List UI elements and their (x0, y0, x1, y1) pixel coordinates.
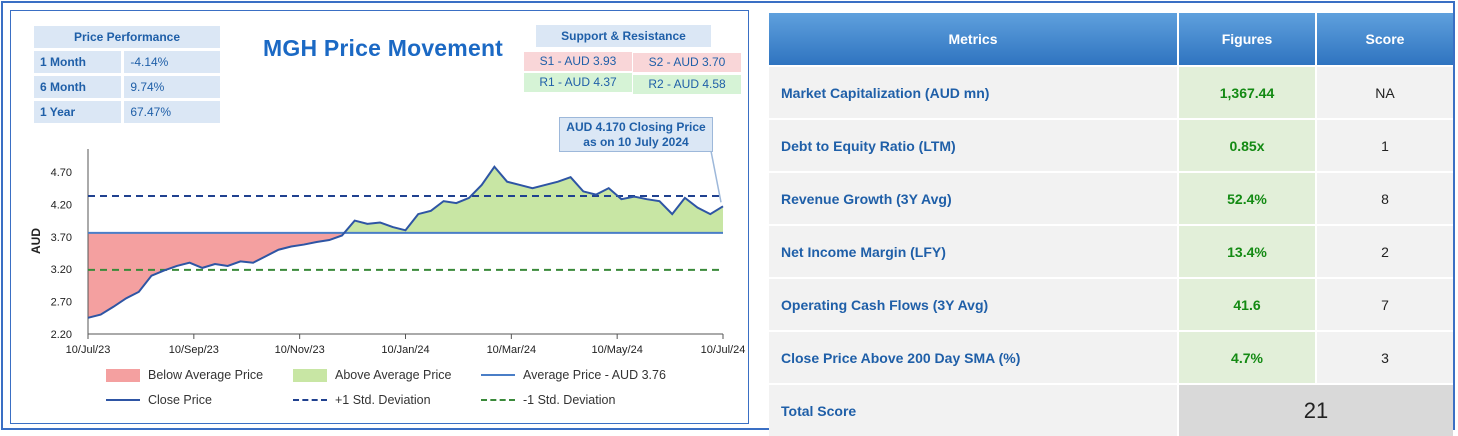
x-tick-label: 10/Jan/24 (381, 344, 429, 356)
perf-label: 1 Month (34, 51, 122, 73)
metric-name: Operating Cash Flows (3Y Avg) (769, 277, 1178, 331)
price-chart: 2.20 2.70 3.20 3.70 4.20 4.70 10/Jul/23 10/Sep/… (29, 149, 746, 356)
legend-label: +1 Std. Deviation (335, 393, 431, 407)
y-tick-label: 3.70 (51, 232, 72, 244)
metric-score: 2 (1315, 224, 1453, 278)
table-row: Debt to Equity Ratio (LTM) 0.85x 1 (769, 118, 1453, 172)
legend-label: Above Average Price (335, 368, 452, 382)
support-s2: S2 - AUD 3.70 (633, 53, 741, 72)
legend-above: Above Average Price (293, 368, 452, 382)
closing-price-callout: AUD 4.170 Closing Price as on 10 July 20… (559, 117, 713, 152)
y-tick-label: 2.20 (51, 329, 72, 341)
legend-label: -1 Std. Deviation (523, 393, 616, 407)
legend-swatch (481, 399, 515, 401)
price-performance-table: Price Performance 1 Month -4.14% 6 Month… (31, 23, 223, 126)
legend-swatch (293, 368, 327, 382)
legend-swatch (106, 399, 140, 401)
metrics-header: Metrics (769, 13, 1178, 66)
total-score-value: 21 (1177, 383, 1453, 436)
legend-plus-sd: +1 Std. Deviation (293, 393, 431, 407)
metric-name: Market Capitalization (AUD mn) (769, 65, 1178, 119)
x-tick-label: 10/Nov/23 (275, 344, 325, 356)
x-tick-label: 10/Jul/23 (66, 344, 111, 356)
metric-figure: 41.6 (1177, 277, 1316, 331)
perf-label: 1 Year (34, 101, 122, 123)
legend-swatch (293, 399, 327, 401)
metric-score: 3 (1315, 330, 1453, 384)
callout-pointer (710, 150, 722, 203)
below-average-area (88, 232, 723, 318)
legend-label: Average Price - AUD 3.76 (523, 368, 666, 382)
x-tick-label: 10/May/24 (591, 344, 642, 356)
metric-figure: 1,367.44 (1177, 65, 1316, 119)
metric-figure: 52.4% (1177, 171, 1316, 225)
y-tick-label: 2.70 (51, 297, 72, 309)
metric-name: Close Price Above 200 Day SMA (%) (769, 330, 1178, 384)
resistance-r2: R2 - AUD 4.58 (633, 75, 741, 94)
perf-label: 6 Month (34, 76, 122, 98)
legend-swatch (106, 368, 140, 382)
y-axis-label: AUD (29, 228, 43, 254)
x-tick-label: 10/Sep/23 (169, 344, 219, 356)
legend-label: Close Price (148, 393, 212, 407)
total-score-label: Total Score (769, 383, 1178, 436)
metric-figure: 0.85x (1177, 118, 1316, 172)
price-performance-header: Price Performance (34, 26, 220, 48)
metric-name: Revenue Growth (3Y Avg) (769, 171, 1178, 225)
perf-value: 67.47% (124, 101, 220, 123)
table-row: Market Capitalization (AUD mn) 1,367.44 … (769, 65, 1453, 119)
y-tick-label: 3.20 (51, 264, 72, 276)
metric-score: NA (1315, 65, 1453, 119)
legend-close: Close Price (106, 393, 212, 407)
table-row: 6 Month 9.74% (34, 76, 220, 98)
table-row: Revenue Growth (3Y Avg) 52.4% 8 (769, 171, 1453, 225)
callout-line1: AUD 4.170 Closing Price (566, 120, 706, 134)
perf-value: 9.74% (124, 76, 220, 98)
table-row: 1 Month -4.14% (34, 51, 220, 73)
legend-minus-sd: -1 Std. Deviation (481, 393, 615, 407)
legend-below: Below Average Price (106, 368, 263, 382)
table-row: Close Price Above 200 Day SMA (%) 4.7% 3 (769, 330, 1453, 384)
support-s1: S1 - AUD 3.93 (524, 52, 632, 71)
legend-swatch (481, 374, 515, 376)
metric-score: 1 (1315, 118, 1453, 172)
total-row: Total Score 21 (769, 383, 1453, 436)
close-price-line (87, 165, 724, 319)
metric-figure: 13.4% (1177, 224, 1316, 278)
legend-label: Below Average Price (148, 368, 264, 382)
support-resistance-header: Support & Resistance (536, 25, 711, 47)
x-tick-label: 10/Mar/24 (487, 344, 537, 356)
table-row: 1 Year 67.47% (34, 101, 220, 123)
chart-title: MGH Price Movement (263, 35, 504, 61)
score-header: Score (1315, 13, 1453, 66)
resistance-r1: R1 - AUD 4.37 (524, 73, 632, 92)
metrics-table: Metrics Figures Score Market Capitalizat… (769, 13, 1453, 436)
x-tick-label: 10/Jul/24 (701, 344, 746, 356)
perf-value: -4.14% (124, 51, 220, 73)
above-average-area (88, 166, 723, 233)
metric-name: Debt to Equity Ratio (LTM) (769, 118, 1178, 172)
metric-figure: 4.7% (1177, 330, 1316, 384)
table-row: Operating Cash Flows (3Y Avg) 41.6 7 (769, 277, 1453, 331)
callout-line2: as on 10 July 2024 (583, 135, 689, 149)
figures-header: Figures (1177, 13, 1316, 66)
y-tick-label: 4.20 (51, 199, 72, 211)
table-row: Net Income Margin (LFY) 13.4% 2 (769, 224, 1453, 278)
legend-average: Average Price - AUD 3.76 (481, 368, 666, 382)
y-tick-label: 4.70 (51, 167, 72, 179)
chart-panel: 2.20 2.70 3.20 3.70 4.20 4.70 10/Jul/23 10/Sep/… (10, 10, 749, 424)
metric-name: Net Income Margin (LFY) (769, 224, 1178, 278)
metric-score: 7 (1315, 277, 1453, 331)
metric-score: 8 (1315, 171, 1453, 225)
